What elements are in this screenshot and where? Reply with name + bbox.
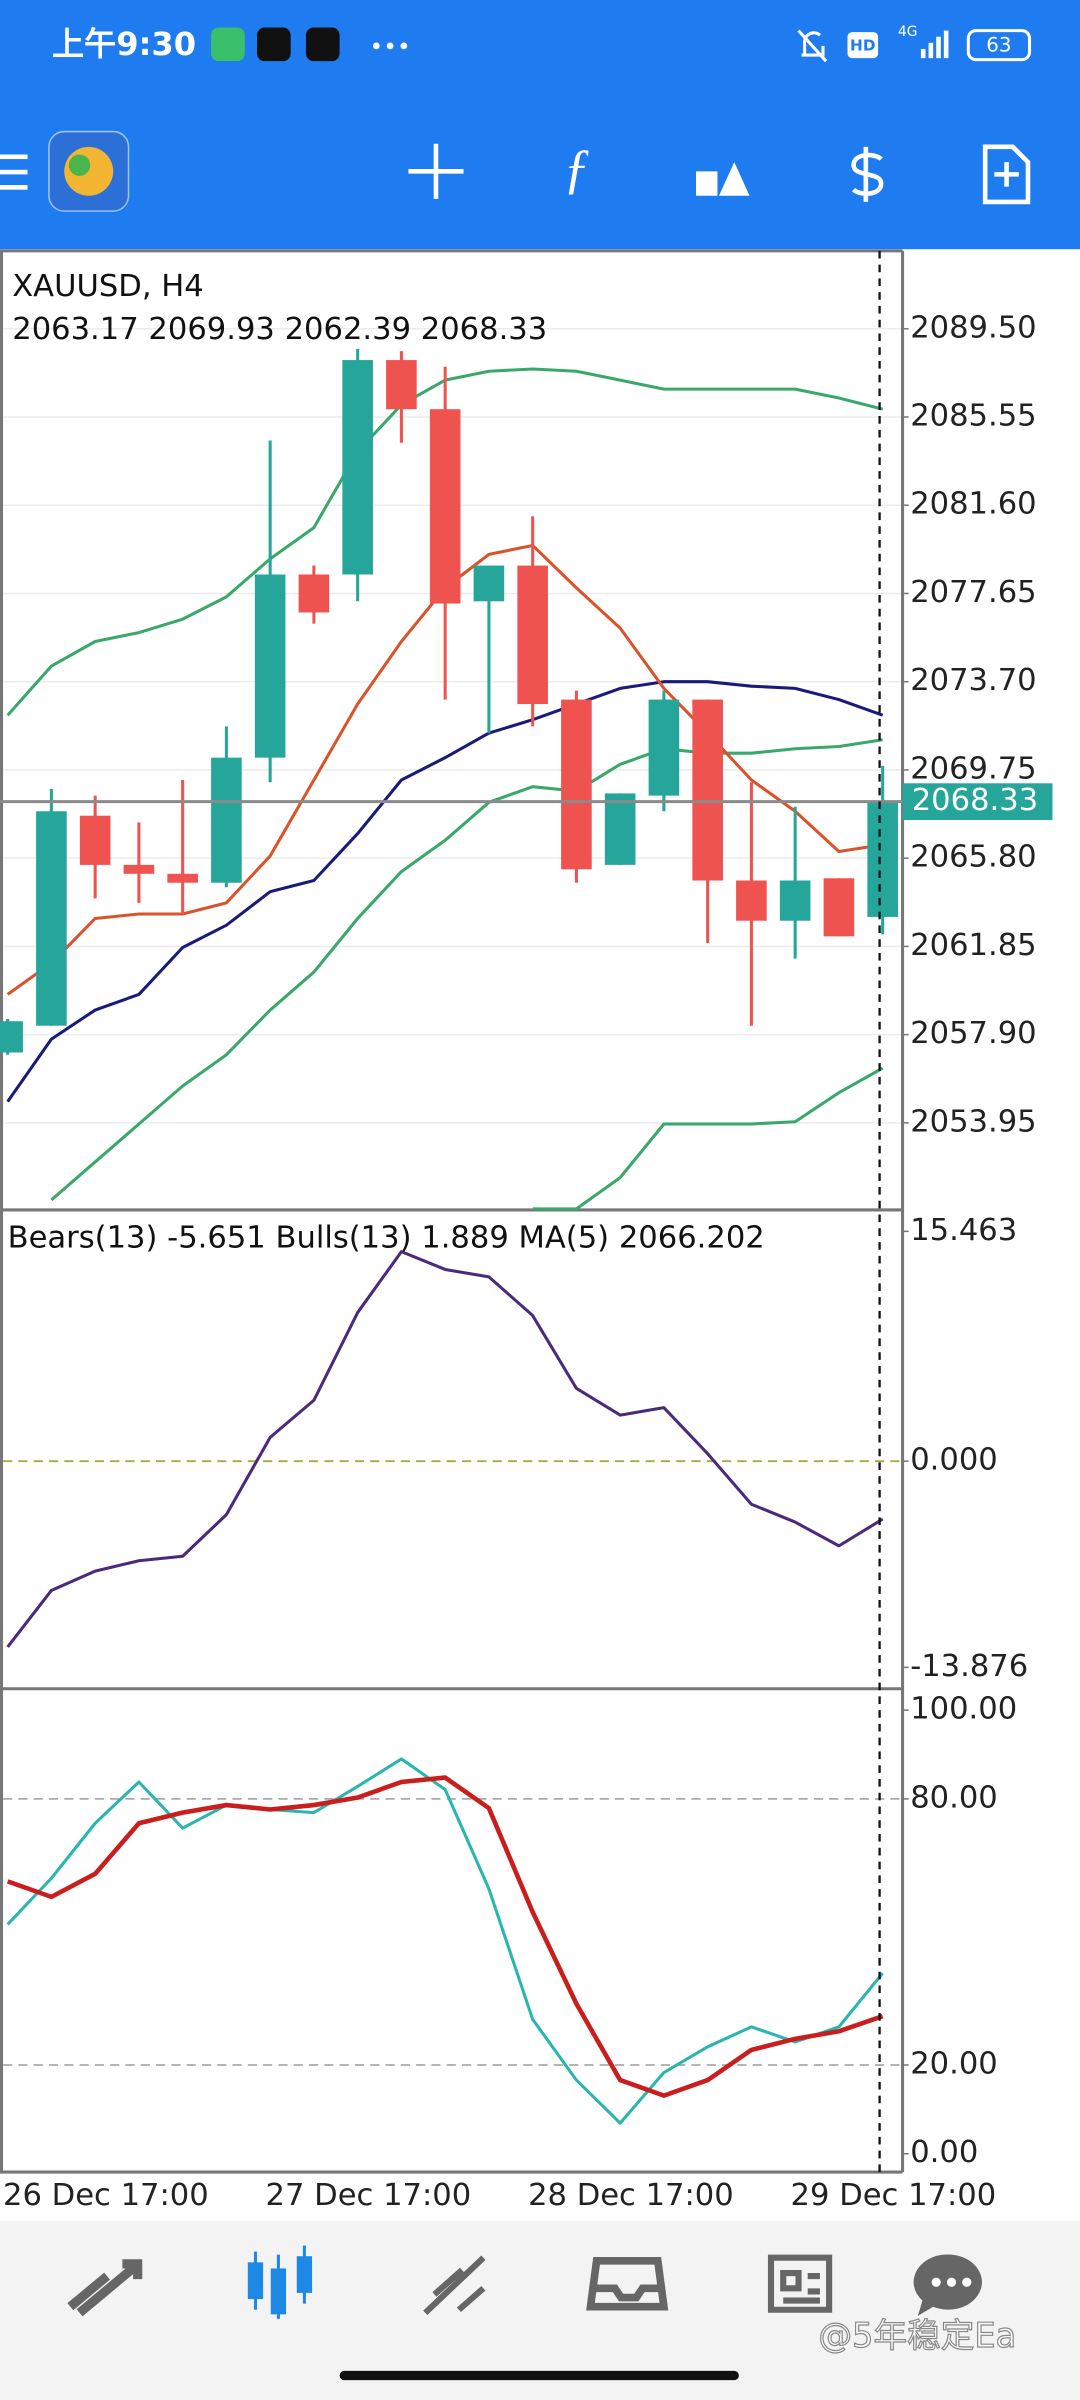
history-tab[interactable] — [586, 2256, 669, 2311]
status-time: 上午9:30 — [52, 25, 196, 63]
y-tick-label: 2073.70 — [910, 663, 1036, 698]
quotes-tab[interactable] — [67, 2259, 143, 2317]
indicator-line — [6, 680, 884, 1103]
indicator-line — [6, 1757, 884, 2125]
candle-body — [692, 699, 723, 881]
x-tick-label: 29 Dec 17:00 — [791, 2178, 997, 2213]
indicator-line — [532, 1066, 884, 1211]
candle-body — [867, 801, 898, 917]
candle-body — [211, 757, 242, 883]
indicators-button[interactable]: ƒ — [563, 138, 591, 199]
indicator-line — [6, 1250, 884, 1648]
y-tick-label: 2065.80 — [910, 840, 1036, 875]
messages-dots — [931, 2277, 972, 2287]
candle-body — [254, 574, 286, 758]
y-tick-label: 15.463 — [910, 1213, 1017, 1248]
pane-title: XAUUSD, H4 — [12, 269, 203, 304]
candle-body — [167, 873, 198, 883]
x-tick-label: 27 Dec 17:00 — [266, 2178, 472, 2213]
chart-tab[interactable] — [247, 2245, 313, 2319]
candle-body — [298, 574, 330, 613]
y-tick-label: 2069.75 — [910, 751, 1036, 786]
news-tab[interactable] — [767, 2254, 833, 2313]
last-price-label: 2068.33 — [912, 783, 1038, 818]
candle-body — [342, 360, 373, 575]
status-icon — [305, 27, 340, 62]
y-tick-label: 0.00 — [910, 2135, 978, 2170]
candle-body — [517, 565, 548, 705]
candle-body — [0, 1021, 23, 1053]
y-tick-label: 2077.65 — [910, 575, 1036, 610]
y-tick-label: 2057.90 — [910, 1016, 1036, 1051]
candle-body — [561, 699, 592, 870]
battery-level: 63 — [986, 33, 1011, 56]
candle-body — [386, 360, 417, 410]
y-tick-label: 100.00 — [910, 1692, 1017, 1727]
candle-body — [604, 793, 636, 865]
candle-body — [779, 880, 811, 921]
y-tick-label: 2061.85 — [910, 928, 1036, 963]
hd-badge — [847, 32, 879, 59]
last-price-box — [902, 783, 1053, 821]
y-tick-label: 0.000 — [910, 1443, 998, 1478]
status-icon — [256, 27, 291, 62]
x-tick-label: 28 Dec 17:00 — [528, 2178, 734, 2213]
y-tick-label: 2089.50 — [910, 310, 1036, 345]
battery — [966, 29, 1032, 62]
candle-body — [736, 880, 767, 921]
indicator-line — [50, 738, 883, 1202]
candle-body — [823, 878, 855, 937]
crosshair-button[interactable] — [408, 143, 464, 199]
mute-icon — [797, 29, 828, 63]
app-logo-mark — [68, 154, 91, 176]
hd-text: HD — [850, 36, 875, 54]
new-order-button[interactable] — [982, 144, 1031, 205]
pane-title: Bears(13) -5.651 Bulls(13) 1.889 MA(5) 2… — [8, 1221, 765, 1256]
network-type: 4G — [898, 24, 917, 40]
candle-body — [123, 864, 155, 874]
bottom-nav — [0, 2221, 1080, 2400]
candle-body — [79, 815, 111, 865]
home-indicator — [339, 2370, 739, 2381]
pane-subtitle: 2063.17 2069.93 2062.39 2068.33 — [12, 312, 547, 347]
trade-tab[interactable] — [423, 2255, 486, 2316]
plot: 2089.50 2085.55 2081.60 2077.65 2073.70 2069.… — [0, 269, 1053, 2213]
candle-body — [429, 409, 461, 604]
y-tick-label: -13.876 — [910, 1649, 1028, 1684]
y-tick-label: 20.00 — [910, 2047, 998, 2082]
app-header — [0, 0, 1080, 250]
signal-icon — [920, 30, 949, 59]
status-more — [372, 42, 408, 50]
candle-body — [36, 811, 67, 1026]
objects-button[interactable] — [696, 162, 750, 196]
y-tick-label: 2085.55 — [910, 399, 1036, 434]
y-tick-label: 2081.60 — [910, 487, 1036, 522]
y-tick-label: 80.00 — [910, 1780, 998, 1815]
y-tick-label: 2053.95 — [910, 1104, 1036, 1139]
menu-button[interactable] — [0, 154, 28, 190]
indicator-line — [6, 1775, 884, 2098]
x-tick-label: 26 Dec 17:00 — [3, 2178, 209, 2213]
messages-tab[interactable] — [913, 2254, 982, 2316]
watermark: @5年稳定Ea — [818, 2316, 1016, 2355]
trade-button[interactable] — [851, 146, 884, 202]
status-icon — [211, 27, 245, 62]
candle-body — [648, 699, 680, 796]
candle-body — [473, 565, 505, 602]
